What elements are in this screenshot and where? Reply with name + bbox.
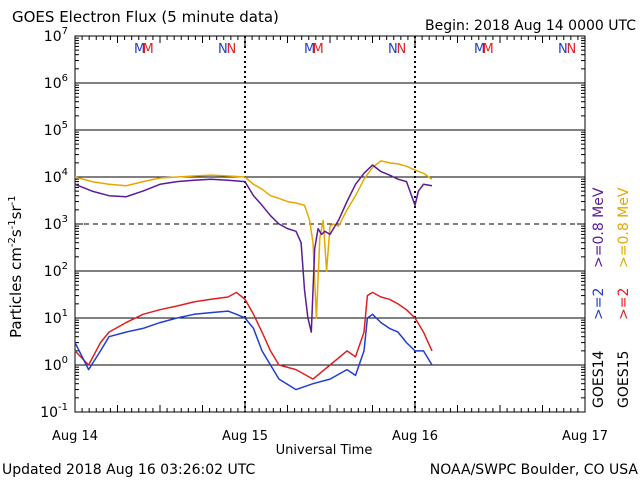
orbit-marker: M [304,42,315,57]
y-tick-label: 103 [44,214,68,233]
grid-lines [75,36,585,412]
legend: >=0.8 MeV >=0.8 MeV >=2 >=2 GOES14 GOES1… [591,187,632,408]
orbit-marker: N [227,42,237,57]
series-line [74,164,433,333]
series-line [74,310,433,391]
orbit-marker: M [312,42,323,57]
y-axis-label-sup1: -2 [7,237,18,247]
y-tick-label: 10-1 [40,402,68,421]
series-line [74,160,433,319]
series-lines [74,160,433,391]
y-tick-label: 106 [44,73,68,92]
x-tick-labels: Aug 14 Aug 15 Aug 16 Aug 17 [52,429,608,444]
orbit-marker: M [142,42,153,57]
orbit-marker: N [567,42,577,57]
legend-goes14: GOES14 [591,350,607,408]
orbit-marker: N [218,42,228,57]
y-tick-label: 101 [44,308,68,327]
axis-ticks [74,35,586,413]
source-credit: NOAA/SWPC Boulder, CO USA [430,462,639,478]
orbit-marker: M [474,42,485,57]
y-axis-label-sr: sr [7,205,25,220]
orbit-marker: M [134,42,145,57]
y-axis-label: Particles cm-2s-1sr-1 [7,195,25,338]
legend-goes14-2: >=2 [591,288,607,320]
begin-label: Begin: 2018 Aug 14 0000 UTC [425,18,636,34]
chart-title: GOES Electron Flux (5 minute data) [12,8,279,26]
y-tick-labels: 10-1 100 101 102 103 104 105 106 107 [40,26,68,421]
legend-goes15-2: >=2 [616,288,632,320]
x-tick-label: Aug 16 [392,429,438,444]
x-tick-label: Aug 14 [52,429,98,444]
y-tick-label: 107 [44,26,68,45]
updated-timestamp: Updated 2018 Aug 16 03:26:02 UTC [2,462,255,478]
legend-goes14-08: >=0.8 MeV [591,187,607,268]
day-markers: MM NN MM NN MM NN [134,42,576,57]
legend-goes15: GOES15 [616,351,632,408]
x-tick-label: Aug 15 [222,429,268,444]
orbit-marker: M [482,42,493,57]
y-axis-label-sup3: -1 [7,195,18,205]
orbit-marker: N [558,42,568,57]
legend-goes15-08: >=0.8 MeV [616,187,632,268]
y-axis-label-sup2: -1 [7,219,18,229]
y-axis-label-main: Particles cm [7,247,25,338]
x-tick-label: Aug 17 [562,429,608,444]
series-line [74,291,433,380]
y-tick-label: 104 [44,167,68,186]
x-axis-label: Universal Time [276,443,373,458]
orbit-marker: N [397,42,407,57]
y-tick-label: 105 [44,120,68,139]
y-axis-label-s: s [7,229,25,237]
orbit-marker: N [388,42,398,57]
y-tick-label: 102 [44,261,68,280]
y-tick-label: 100 [44,355,68,374]
